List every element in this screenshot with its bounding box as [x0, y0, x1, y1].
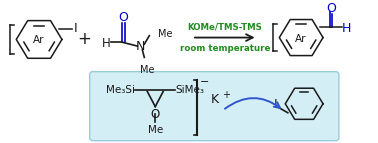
Text: H: H	[102, 37, 111, 50]
Text: Me: Me	[140, 65, 155, 75]
Text: I: I	[274, 98, 278, 111]
FancyArrowPatch shape	[225, 98, 280, 109]
Text: O: O	[326, 2, 336, 15]
Text: Ar: Ar	[33, 35, 45, 45]
Text: +: +	[77, 30, 91, 48]
Text: room temperature: room temperature	[180, 44, 270, 53]
Text: Me: Me	[158, 29, 173, 39]
Text: H: H	[342, 22, 352, 35]
Text: −: −	[200, 77, 209, 87]
Text: +: +	[222, 90, 230, 100]
Text: O: O	[119, 11, 129, 24]
Text: I: I	[74, 22, 77, 35]
FancyBboxPatch shape	[90, 72, 339, 141]
Text: SiMe₃: SiMe₃	[175, 85, 204, 95]
Text: KOMe/TMS-TMS: KOMe/TMS-TMS	[187, 23, 262, 32]
Text: O: O	[150, 108, 160, 121]
Text: Me: Me	[148, 125, 163, 135]
Text: Ar: Ar	[296, 33, 307, 43]
Text: Me₃Si: Me₃Si	[106, 85, 135, 95]
Text: N: N	[136, 40, 145, 53]
Text: K: K	[211, 93, 219, 106]
